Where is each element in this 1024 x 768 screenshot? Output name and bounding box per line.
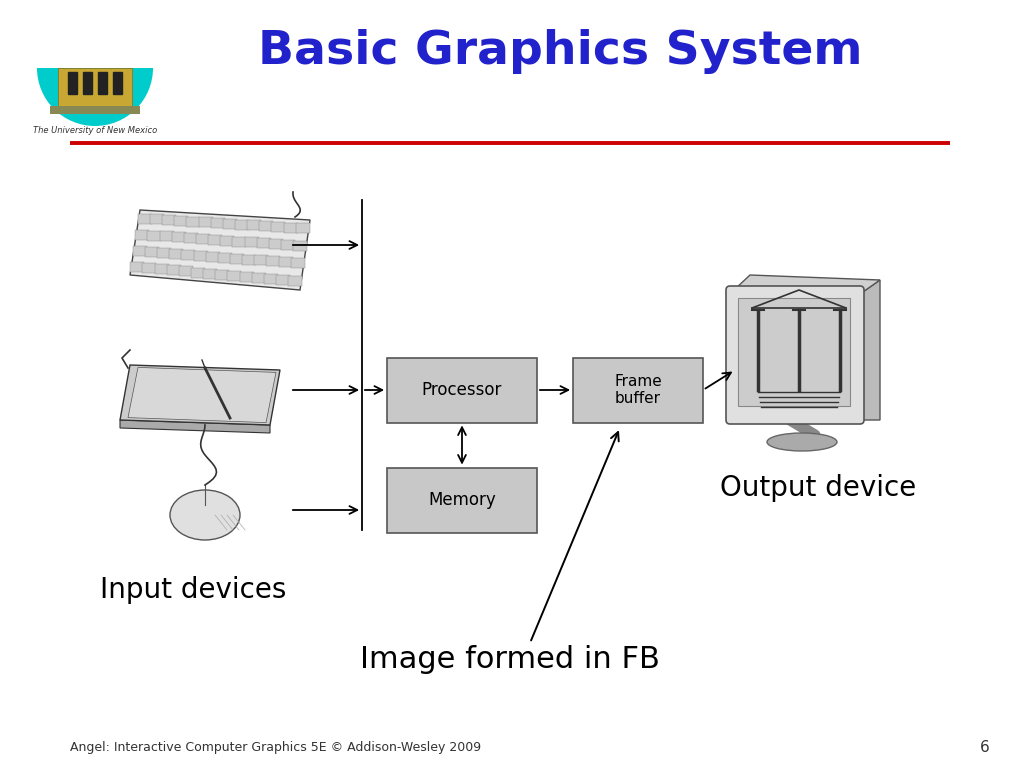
Polygon shape bbox=[240, 272, 254, 282]
Polygon shape bbox=[120, 420, 270, 433]
Polygon shape bbox=[734, 275, 880, 294]
Polygon shape bbox=[242, 254, 256, 264]
Polygon shape bbox=[230, 253, 244, 263]
FancyBboxPatch shape bbox=[387, 468, 537, 532]
Polygon shape bbox=[291, 258, 305, 268]
Polygon shape bbox=[276, 275, 290, 285]
Polygon shape bbox=[135, 230, 150, 240]
Text: Output device: Output device bbox=[720, 474, 916, 502]
Text: Memory: Memory bbox=[428, 491, 496, 509]
Polygon shape bbox=[257, 238, 270, 248]
FancyBboxPatch shape bbox=[387, 357, 537, 422]
Polygon shape bbox=[186, 217, 201, 227]
Polygon shape bbox=[284, 223, 298, 233]
Polygon shape bbox=[259, 221, 273, 231]
Polygon shape bbox=[860, 280, 880, 420]
Polygon shape bbox=[150, 214, 164, 224]
Polygon shape bbox=[247, 220, 261, 230]
Polygon shape bbox=[269, 239, 283, 249]
Polygon shape bbox=[199, 217, 213, 227]
Polygon shape bbox=[234, 220, 249, 230]
Polygon shape bbox=[181, 250, 196, 260]
Polygon shape bbox=[138, 214, 152, 223]
Polygon shape bbox=[296, 223, 309, 233]
Polygon shape bbox=[281, 240, 295, 250]
Polygon shape bbox=[194, 251, 208, 261]
Polygon shape bbox=[271, 222, 286, 232]
Wedge shape bbox=[37, 68, 153, 126]
Text: Angel: Interactive Computer Graphics 5E © Addison-Wesley 2009: Angel: Interactive Computer Graphics 5E … bbox=[70, 741, 481, 754]
Polygon shape bbox=[227, 270, 242, 280]
Polygon shape bbox=[288, 276, 302, 286]
Text: The University of New Mexico: The University of New Mexico bbox=[33, 126, 157, 135]
Polygon shape bbox=[232, 237, 247, 247]
Bar bbox=[83, 72, 92, 94]
Polygon shape bbox=[208, 235, 222, 245]
FancyBboxPatch shape bbox=[573, 357, 703, 422]
Bar bbox=[68, 72, 77, 94]
Polygon shape bbox=[120, 365, 280, 425]
Text: Frame
buffer: Frame buffer bbox=[614, 374, 662, 406]
Bar bbox=[98, 72, 106, 94]
Ellipse shape bbox=[170, 490, 240, 540]
Polygon shape bbox=[145, 247, 159, 257]
Polygon shape bbox=[128, 367, 276, 422]
Polygon shape bbox=[179, 266, 193, 276]
Text: Image formed in FB: Image formed in FB bbox=[360, 645, 659, 674]
Polygon shape bbox=[167, 266, 181, 276]
Text: Input devices: Input devices bbox=[100, 576, 287, 604]
Polygon shape bbox=[174, 216, 188, 226]
Text: Basic Graphics System: Basic Graphics System bbox=[258, 29, 862, 74]
Polygon shape bbox=[220, 236, 234, 246]
Ellipse shape bbox=[767, 433, 837, 451]
Polygon shape bbox=[191, 267, 205, 277]
Text: 6: 6 bbox=[980, 740, 990, 756]
Polygon shape bbox=[264, 273, 278, 283]
Polygon shape bbox=[266, 257, 281, 266]
Polygon shape bbox=[279, 257, 293, 267]
Polygon shape bbox=[223, 219, 237, 229]
Polygon shape bbox=[162, 215, 176, 225]
Polygon shape bbox=[254, 256, 268, 266]
Polygon shape bbox=[252, 273, 266, 283]
Polygon shape bbox=[245, 237, 259, 247]
Polygon shape bbox=[206, 252, 220, 262]
Polygon shape bbox=[147, 230, 162, 240]
Polygon shape bbox=[172, 233, 185, 243]
Polygon shape bbox=[218, 253, 231, 263]
Polygon shape bbox=[169, 249, 183, 259]
Text: Processor: Processor bbox=[422, 381, 502, 399]
FancyBboxPatch shape bbox=[58, 68, 132, 108]
Polygon shape bbox=[160, 231, 174, 241]
Bar bbox=[50, 106, 140, 114]
Bar bbox=[113, 72, 122, 94]
Polygon shape bbox=[293, 241, 307, 251]
Polygon shape bbox=[133, 246, 146, 256]
Polygon shape bbox=[184, 233, 198, 243]
Polygon shape bbox=[196, 234, 210, 244]
Polygon shape bbox=[130, 263, 144, 273]
FancyBboxPatch shape bbox=[738, 298, 850, 406]
Polygon shape bbox=[157, 248, 171, 258]
Polygon shape bbox=[211, 218, 224, 228]
Polygon shape bbox=[130, 210, 310, 290]
FancyBboxPatch shape bbox=[726, 286, 864, 424]
Polygon shape bbox=[203, 269, 217, 279]
Polygon shape bbox=[155, 264, 169, 274]
Polygon shape bbox=[142, 263, 157, 273]
Polygon shape bbox=[215, 270, 229, 280]
